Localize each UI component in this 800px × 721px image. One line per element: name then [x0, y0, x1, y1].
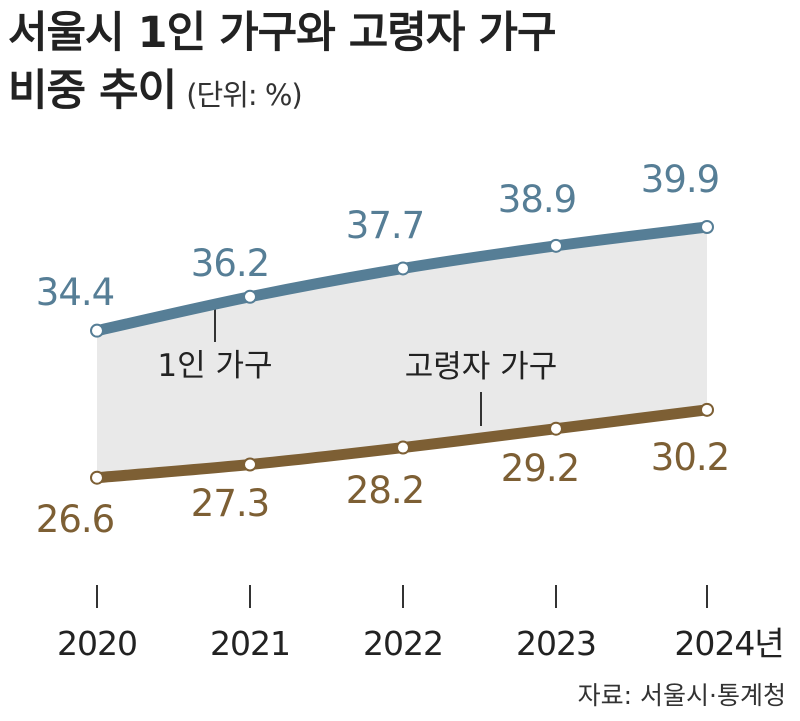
data-point-s1-2023: [549, 238, 563, 253]
x-tick-label-2020: 2020: [57, 624, 137, 663]
value-label-s1-2020: 34.4: [36, 271, 114, 314]
value-label-s2-2020: 26.6: [36, 498, 114, 541]
value-label-s1-2022: 37.7: [346, 204, 424, 247]
title-line-2: 비중 추이 (단위: %): [8, 62, 556, 124]
value-label-s2-2021: 27.3: [191, 482, 269, 525]
x-tick-label-2021: 2021: [210, 624, 290, 663]
x-tick-label-2022: 2022: [363, 624, 443, 663]
x-tick-label-2024: 2024년: [674, 624, 783, 663]
data-point-s2-2022: [396, 440, 410, 455]
title-line-1: 서울시 1인 가구와 고령자 가구: [8, 8, 557, 58]
data-point-s1-2024: [700, 220, 714, 234]
data-point-s1-2020: [90, 323, 104, 338]
value-label-s2-2023: 29.2: [501, 447, 579, 490]
data-point-s1-2022: [396, 261, 410, 276]
data-point-s2-2023: [549, 421, 563, 436]
data-point-s2-2020: [90, 470, 104, 485]
value-label-s1-2023: 38.9: [498, 178, 576, 221]
chart-title: 서울시 1인 가구와 고령자 가구 비중 추이 (단위: %): [8, 4, 557, 124]
band-between-series: [97, 227, 707, 478]
unit-label: (단위: %): [186, 78, 303, 112]
series-label-2: 고령자 가구: [405, 349, 557, 385]
value-label-s2-2022: 28.2: [346, 469, 424, 512]
source-note: 자료: 서울시·통계청: [577, 681, 786, 710]
value-label-s1-2021: 36.2: [191, 242, 269, 285]
series-label-1: 1인 가구: [157, 348, 272, 384]
title-line-2-text: 비중 추이: [8, 66, 177, 116]
data-point-s2-2021: [243, 457, 257, 472]
value-label-s1-2024: 39.9: [641, 158, 719, 201]
data-point-s1-2021: [243, 289, 257, 304]
x-tick-label-2023: 2023: [516, 624, 596, 663]
data-point-s2-2024: [700, 402, 714, 417]
value-label-s2-2024: 30.2: [651, 436, 729, 479]
